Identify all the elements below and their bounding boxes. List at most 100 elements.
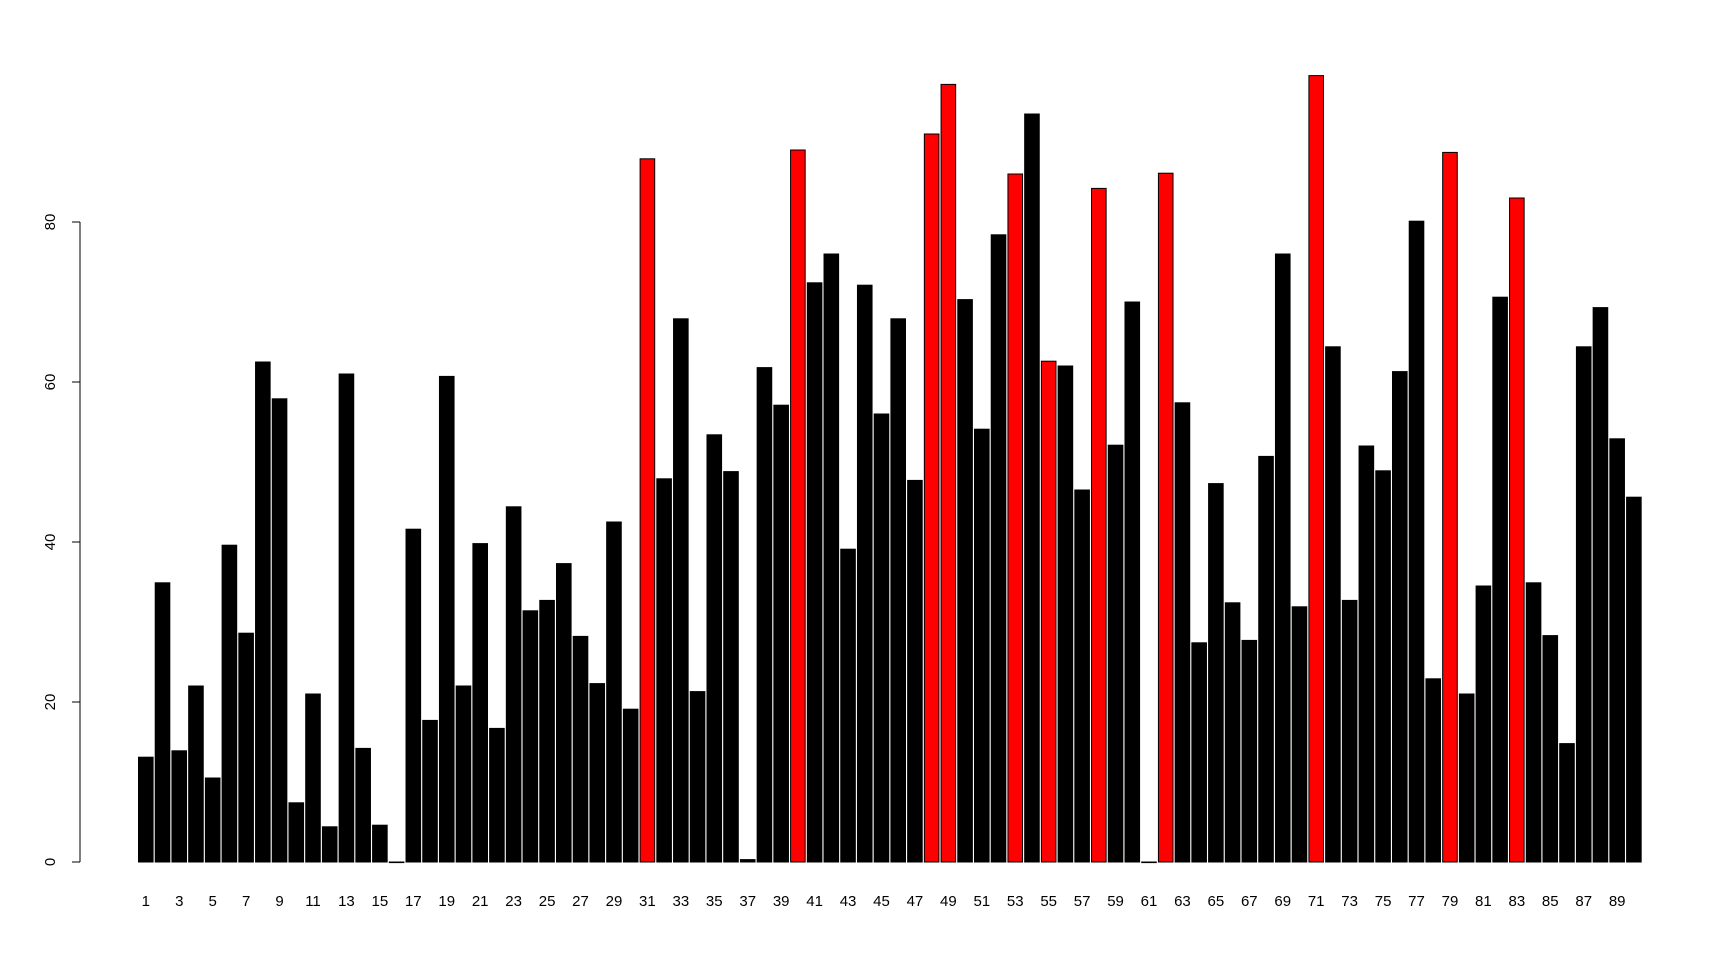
- x-tick-label-33: 33: [672, 893, 689, 910]
- bar-9: [271, 398, 288, 863]
- bar-7: [238, 632, 254, 863]
- bar-57: [1074, 489, 1090, 863]
- x-tick-label-79: 79: [1442, 893, 1459, 910]
- bar-60: [1124, 301, 1141, 863]
- x-tick-label-13: 13: [338, 893, 355, 910]
- bar-84: [1525, 582, 1542, 863]
- bar-75: [1375, 470, 1391, 863]
- bar-88: [1592, 307, 1609, 863]
- bar-48: [923, 133, 940, 863]
- bar-14: [355, 747, 371, 863]
- bar-2: [154, 582, 171, 863]
- x-tick-label-81: 81: [1475, 893, 1492, 910]
- bar-6: [221, 544, 238, 863]
- bar-3: [171, 750, 188, 863]
- bar-8: [255, 361, 271, 863]
- bar-37: [739, 859, 756, 863]
- x-tick-label-87: 87: [1575, 893, 1592, 910]
- x-tick-label-19: 19: [438, 893, 455, 910]
- bar-61: [1141, 861, 1157, 864]
- bar-76: [1392, 371, 1408, 863]
- x-tick-label-83: 83: [1508, 893, 1525, 910]
- bar-52: [990, 234, 1007, 863]
- bar-65: [1208, 483, 1224, 863]
- bar-15: [372, 824, 388, 863]
- y-tick-label: 0: [42, 858, 59, 866]
- bar-36: [723, 471, 739, 863]
- bar-78: [1425, 678, 1442, 863]
- bar-87: [1575, 346, 1592, 863]
- bar-5: [204, 777, 221, 863]
- bar-24: [522, 610, 539, 863]
- bar-11: [305, 693, 321, 863]
- bar-29: [606, 521, 622, 863]
- bar-32: [656, 478, 672, 863]
- x-tick-label-17: 17: [405, 893, 422, 910]
- bar-49: [940, 83, 957, 863]
- bar-72: [1325, 346, 1341, 863]
- bar-85: [1542, 635, 1559, 863]
- bar-47: [907, 479, 923, 863]
- bar-38: [756, 367, 773, 863]
- bar-70: [1291, 606, 1308, 863]
- x-tick-label-67: 67: [1241, 893, 1258, 910]
- bar-13: [338, 373, 355, 863]
- bar-50: [957, 299, 973, 863]
- bar-31: [639, 158, 656, 863]
- bar-90: [1626, 496, 1642, 863]
- bar-56: [1057, 365, 1074, 863]
- bar-66: [1224, 602, 1241, 863]
- x-tick-label-65: 65: [1208, 893, 1225, 910]
- bar-43: [840, 548, 856, 863]
- x-tick-label-59: 59: [1107, 893, 1124, 910]
- bar-33: [673, 318, 689, 863]
- x-tick-label-63: 63: [1174, 893, 1191, 910]
- x-tick-label-3: 3: [175, 893, 183, 910]
- x-tick-label-9: 9: [275, 893, 283, 910]
- bar-54: [1024, 113, 1040, 863]
- bar-86: [1559, 743, 1575, 863]
- bar-82: [1492, 296, 1508, 863]
- x-tick-label-49: 49: [940, 893, 957, 910]
- bar-42: [823, 253, 840, 863]
- bar-71: [1308, 75, 1325, 863]
- x-tick-label-41: 41: [806, 893, 823, 910]
- x-tick-label-27: 27: [572, 893, 589, 910]
- bar-41: [806, 282, 823, 863]
- bar-64: [1191, 642, 1207, 863]
- bar-81: [1475, 585, 1492, 863]
- x-tick-label-53: 53: [1007, 893, 1024, 910]
- bar-73: [1341, 599, 1358, 863]
- bar-27: [572, 635, 589, 863]
- x-tick-label-75: 75: [1375, 893, 1392, 910]
- bar-16: [388, 861, 405, 864]
- y-axis: 0 20 40 60 80: [42, 214, 81, 866]
- bar-67: [1241, 639, 1258, 863]
- bar-59: [1107, 444, 1124, 863]
- x-tick-label-45: 45: [873, 893, 890, 910]
- bar-30: [622, 708, 639, 863]
- x-tick-label-71: 71: [1308, 893, 1325, 910]
- bar-44: [856, 284, 873, 863]
- y-tick-label: 60: [42, 374, 59, 391]
- x-tick-label-25: 25: [539, 893, 556, 910]
- bar-35: [706, 434, 723, 863]
- x-tick-label-39: 39: [773, 893, 790, 910]
- x-tick-label-57: 57: [1074, 893, 1091, 910]
- bar-89: [1609, 438, 1625, 863]
- bar-39: [773, 404, 789, 863]
- bar-45: [873, 413, 890, 863]
- bar-68: [1258, 455, 1274, 863]
- bar-25: [539, 599, 555, 863]
- x-tick-label-69: 69: [1274, 893, 1291, 910]
- bar-63: [1174, 402, 1191, 863]
- bar-77: [1408, 220, 1425, 863]
- bar-34: [689, 691, 706, 863]
- x-tick-label-21: 21: [472, 893, 489, 910]
- bar-12: [321, 826, 338, 863]
- x-axis: 1 3 5 7 9 11 13 15 17 19 21 23 25 27 29 31 33 35 37 39 41 43 4…: [142, 893, 1626, 910]
- bar-18: [422, 719, 438, 863]
- x-tick-label-11: 11: [305, 893, 321, 910]
